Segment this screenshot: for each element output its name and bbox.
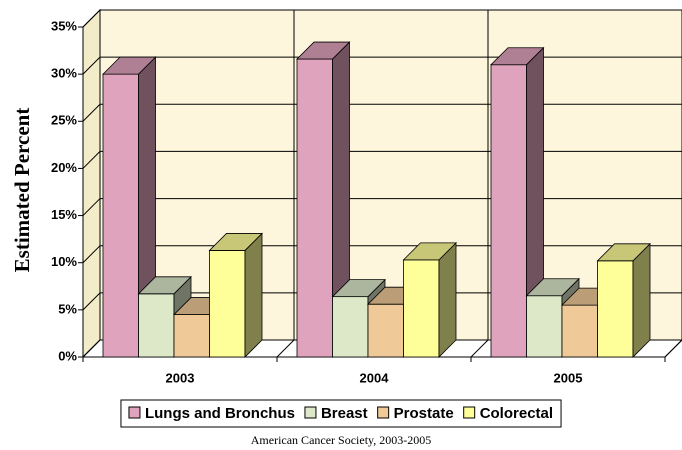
- bar: [173, 314, 210, 358]
- legend-swatch: [377, 406, 390, 419]
- category-divider: [664, 339, 682, 358]
- legend: [120, 399, 562, 428]
- bar: [526, 295, 563, 358]
- bar-top: [102, 56, 157, 75]
- bar-top: [525, 278, 580, 297]
- category-divider: [82, 339, 101, 358]
- y-tick-label: 35%: [51, 18, 77, 33]
- x-tick-label: 2004: [360, 370, 390, 385]
- legend-swatch: [463, 406, 476, 419]
- bar-top: [490, 47, 545, 66]
- y-tick-label: 0%: [58, 348, 77, 363]
- y-tick-label: 25%: [51, 113, 77, 128]
- bar-top: [596, 243, 651, 262]
- bar-side: [438, 241, 457, 358]
- bar: [332, 296, 369, 358]
- bar-top: [137, 276, 192, 295]
- category-divider: [470, 339, 489, 358]
- bar: [102, 73, 139, 358]
- y-axis-label: Estimated Percent: [10, 108, 34, 273]
- y-tick-label: 10%: [51, 254, 77, 269]
- bar-top: [402, 242, 457, 261]
- legend-swatch: [128, 406, 141, 419]
- bar: [490, 64, 527, 358]
- legend-label: Colorectal: [480, 405, 553, 422]
- category-divider: [276, 339, 295, 358]
- legend-label: Breast: [321, 405, 368, 422]
- x-tick-label: 2003: [166, 370, 195, 385]
- bar-side: [244, 232, 263, 358]
- y-tick-label: 15%: [51, 207, 77, 222]
- bar: [138, 293, 175, 358]
- legend-swatch: [304, 406, 317, 419]
- bar-top: [331, 279, 386, 298]
- source: American Cancer Society, 2003-2005: [251, 433, 432, 447]
- bar: [209, 250, 246, 358]
- x-tick-label: 2005: [554, 370, 583, 385]
- bar-side: [632, 242, 651, 358]
- bar: [296, 58, 333, 358]
- bar: [561, 304, 598, 358]
- y-tick-label: 5%: [58, 301, 77, 316]
- bar: [367, 303, 404, 358]
- bar-top: [296, 41, 351, 60]
- y-tick-label: 20%: [51, 160, 77, 175]
- legend-label: Prostate: [394, 405, 454, 422]
- y-tick-label: 30%: [51, 66, 77, 81]
- bar: [597, 260, 634, 358]
- side-wall: [82, 8, 101, 359]
- bar-top: [208, 233, 263, 251]
- bar: [403, 259, 440, 358]
- legend-label: Lungs and Bronchus: [145, 405, 295, 422]
